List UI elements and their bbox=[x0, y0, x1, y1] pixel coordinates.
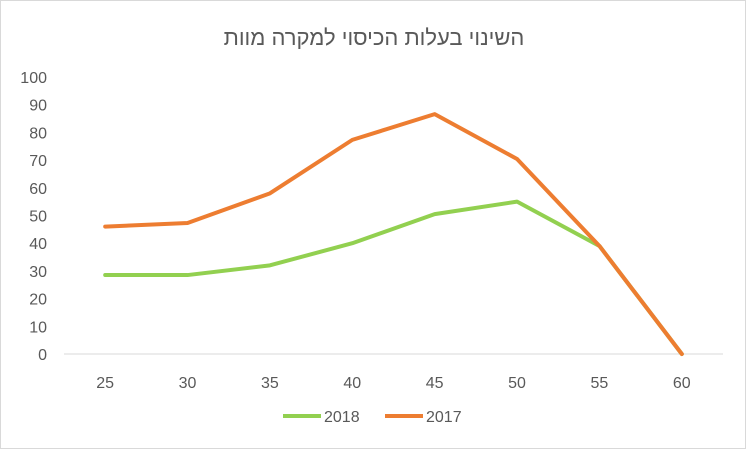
chart-title: השינוי בעלות הכיסוי למקרה מוות bbox=[224, 25, 525, 50]
x-tick-label: 55 bbox=[591, 375, 609, 392]
y-tick-label: 0 bbox=[38, 347, 47, 364]
x-tick-label: 35 bbox=[261, 375, 279, 392]
legend-label: 2017 bbox=[426, 409, 462, 426]
y-tick-label: 100 bbox=[20, 70, 47, 87]
y-tick-label: 80 bbox=[29, 125, 47, 142]
y-tick-label: 60 bbox=[29, 181, 47, 198]
legend: 2018 2017 bbox=[283, 409, 462, 426]
x-tick-label: 25 bbox=[96, 375, 114, 392]
x-tick-label: 45 bbox=[426, 375, 444, 392]
series-lines bbox=[103, 112, 684, 356]
y-tick-label: 30 bbox=[29, 264, 47, 281]
x-axis: 25 30 35 40 45 50 55 60 bbox=[96, 375, 691, 392]
legend-label: 2018 bbox=[324, 409, 360, 426]
x-tick-label: 60 bbox=[673, 375, 691, 392]
y-tick-label: 50 bbox=[29, 209, 47, 226]
y-tick-label: 90 bbox=[29, 98, 47, 115]
y-tick-label: 20 bbox=[29, 292, 47, 309]
series-line-2018 bbox=[103, 199, 684, 356]
series-line-2017 bbox=[103, 112, 684, 356]
x-tick-label: 30 bbox=[179, 375, 197, 392]
x-tick-label: 40 bbox=[343, 375, 361, 392]
y-tick-label: 10 bbox=[29, 319, 47, 336]
y-tick-label: 70 bbox=[29, 153, 47, 170]
x-tick-label: 50 bbox=[508, 375, 526, 392]
y-axis: 0 10 20 30 40 50 60 70 80 90 100 bbox=[20, 70, 47, 364]
y-tick-label: 40 bbox=[29, 236, 47, 253]
